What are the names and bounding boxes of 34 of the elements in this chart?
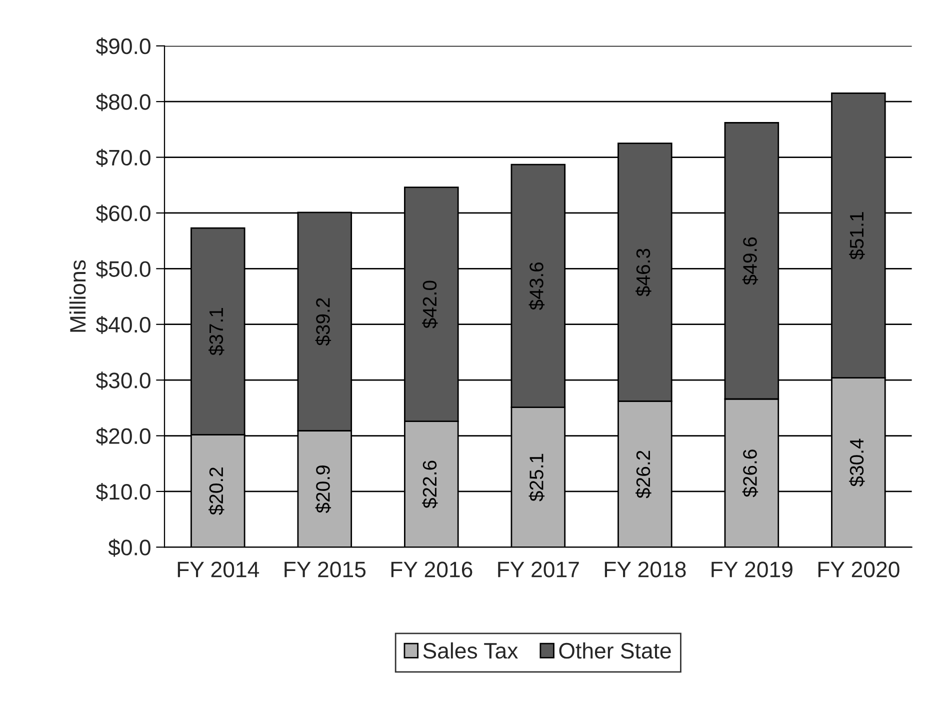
y-tick-label: $30.0 [96,372,150,390]
x-tick-label: FY 2015 [284,562,366,578]
y-tick-label: $40.0 [96,316,150,334]
x-tick-label: FY 2020 [818,562,900,578]
x-tick-label: FY 2017 [498,562,579,578]
data-label: $25.1 [528,454,545,502]
data-label: $26.2 [636,450,652,498]
y-tick-label: $50.0 [96,260,150,278]
y-tick-label: $10.0 [96,483,150,502]
y-tick-label: $70.0 [96,148,150,167]
y-tick-label: $20.0 [96,427,150,446]
legend-label: Other State [559,642,671,659]
y-axis-title: Millions [69,260,86,332]
data-label: $26.6 [742,450,758,498]
legend-label: Sales Tax [423,642,518,659]
data-label: $46.3 [636,248,652,296]
data-label: $39.2 [315,298,332,346]
x-tick-label: FY 2019 [712,562,792,578]
data-label: $37.1 [208,308,224,356]
x-tick-label: FY 2016 [391,562,472,578]
data-label: $49.6 [742,237,758,285]
data-label: $20.2 [208,468,224,516]
data-label: $43.6 [528,262,545,310]
y-tick-label: $60.0 [96,204,150,223]
data-label: $22.6 [422,460,438,508]
data-label: $30.4 [849,438,865,487]
data-label: $51.1 [849,212,865,260]
y-tick-label: $0.0 [108,538,150,557]
y-tick-label: $80.0 [96,93,150,112]
y-tick-label: $90.0 [96,37,150,56]
data-label: $42.0 [422,280,438,328]
data-label: $20.9 [315,466,332,514]
x-tick-label: FY 2014 [178,562,260,578]
x-tick-label: FY 2018 [604,562,686,578]
